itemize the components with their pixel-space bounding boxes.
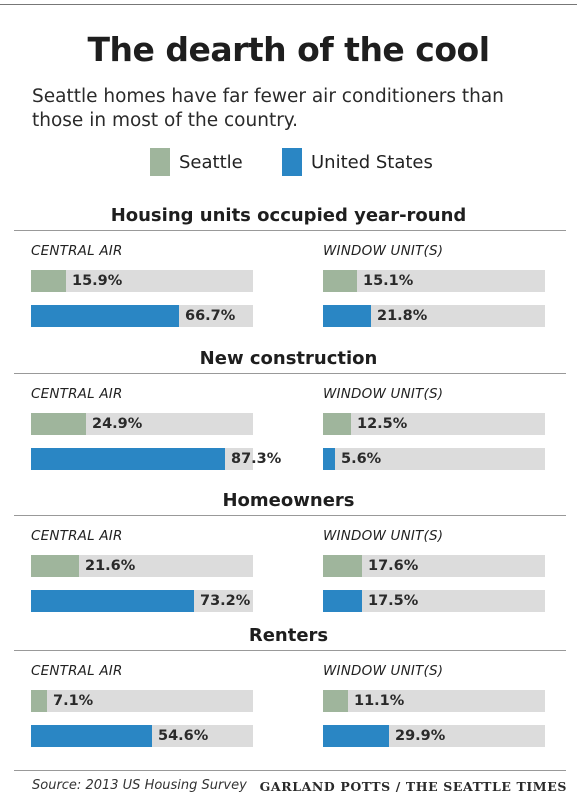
data-label: 54.6% <box>158 728 209 744</box>
top-rule <box>0 4 577 5</box>
data-label: 24.9% <box>92 416 143 432</box>
legend-swatch-us <box>282 148 302 176</box>
legend-swatch-seattle <box>150 148 170 176</box>
bar-us-central-air <box>31 448 225 470</box>
section-rule <box>14 515 566 516</box>
bar-seattle-window-units <box>323 555 362 577</box>
chart-title: The dearth of the cool <box>87 30 490 69</box>
section-title: New construction <box>199 348 378 369</box>
bar-us-central-air <box>31 305 179 327</box>
bar-track: 29.9% <box>323 725 545 747</box>
data-label: 21.8% <box>377 308 428 324</box>
legend-label-seattle: Seattle <box>179 151 243 173</box>
bar-track: 17.6% <box>323 555 545 577</box>
bar-us-window-units <box>323 448 335 470</box>
bar-track: 5.6% <box>323 448 545 470</box>
bar-seattle-central-air <box>31 555 79 577</box>
bar-us-central-air <box>31 590 194 612</box>
data-label: 29.9% <box>395 728 446 744</box>
bar-track: 73.2% <box>31 590 253 612</box>
data-label: 12.5% <box>357 416 408 432</box>
bar-track: 87.3% <box>31 448 281 470</box>
section-rule <box>14 230 566 231</box>
bar-track: 17.5% <box>323 590 545 612</box>
legend-item-us: United States <box>282 148 433 176</box>
data-label: 17.5% <box>368 593 419 609</box>
data-label: 5.6% <box>341 451 382 467</box>
data-label: 15.1% <box>363 273 414 289</box>
column-label-central-air: CENTRAL AIR <box>31 528 123 544</box>
bar-seattle-central-air <box>31 270 66 292</box>
source-note: Source: 2013 US Housing Survey <box>32 778 247 793</box>
data-label: 66.7% <box>185 308 236 324</box>
bar-seattle-window-units <box>323 413 351 435</box>
bar-track: 24.9% <box>31 413 253 435</box>
chart-subtitle: Seattle homes have far fewer air conditi… <box>32 86 504 131</box>
column-label-central-air: CENTRAL AIR <box>31 663 123 679</box>
column-label-central-air: CENTRAL AIR <box>31 243 123 259</box>
column-label-window-units: WINDOW UNIT(S) <box>323 663 444 679</box>
bar-track: 12.5% <box>323 413 545 435</box>
data-label: 73.2% <box>200 593 251 609</box>
data-label: 87.3% <box>231 451 282 467</box>
bar-us-window-units <box>323 590 362 612</box>
bar-us-window-units <box>323 725 389 747</box>
bar-track: 7.1% <box>31 690 253 712</box>
bar-track: 21.6% <box>31 555 253 577</box>
legend-item-seattle: Seattle <box>150 148 243 176</box>
section-title: Homeowners <box>222 490 355 511</box>
data-label: 11.1% <box>354 693 405 709</box>
data-label: 17.6% <box>368 558 419 574</box>
column-label-window-units: WINDOW UNIT(S) <box>323 386 444 402</box>
bar-seattle-window-units <box>323 270 357 292</box>
bar-track: 21.8% <box>323 305 545 327</box>
credit-line: GARLAND POTTS / THE SEATTLE TIMES <box>259 779 567 794</box>
bar-track: 54.6% <box>31 725 253 747</box>
bar-track: 15.1% <box>323 270 545 292</box>
bar-track: 66.7% <box>31 305 253 327</box>
bar-seattle-central-air <box>31 690 47 712</box>
bar-us-window-units <box>323 305 371 327</box>
section-rule <box>14 373 566 374</box>
section-title: Housing units occupied year-round <box>110 205 467 226</box>
bar-seattle-central-air <box>31 413 86 435</box>
bar-track: 15.9% <box>31 270 253 292</box>
bar-seattle-window-units <box>323 690 348 712</box>
column-label-window-units: WINDOW UNIT(S) <box>323 243 444 259</box>
data-label: 15.9% <box>72 273 123 289</box>
column-label-central-air: CENTRAL AIR <box>31 386 123 402</box>
bar-track: 11.1% <box>323 690 545 712</box>
data-label: 7.1% <box>53 693 94 709</box>
section-title: Renters <box>248 625 329 646</box>
bar-us-central-air <box>31 725 152 747</box>
section-rule <box>14 650 566 651</box>
bottom-rule <box>14 770 566 771</box>
column-label-window-units: WINDOW UNIT(S) <box>323 528 444 544</box>
data-label: 21.6% <box>85 558 136 574</box>
legend-label-us: United States <box>311 151 433 173</box>
